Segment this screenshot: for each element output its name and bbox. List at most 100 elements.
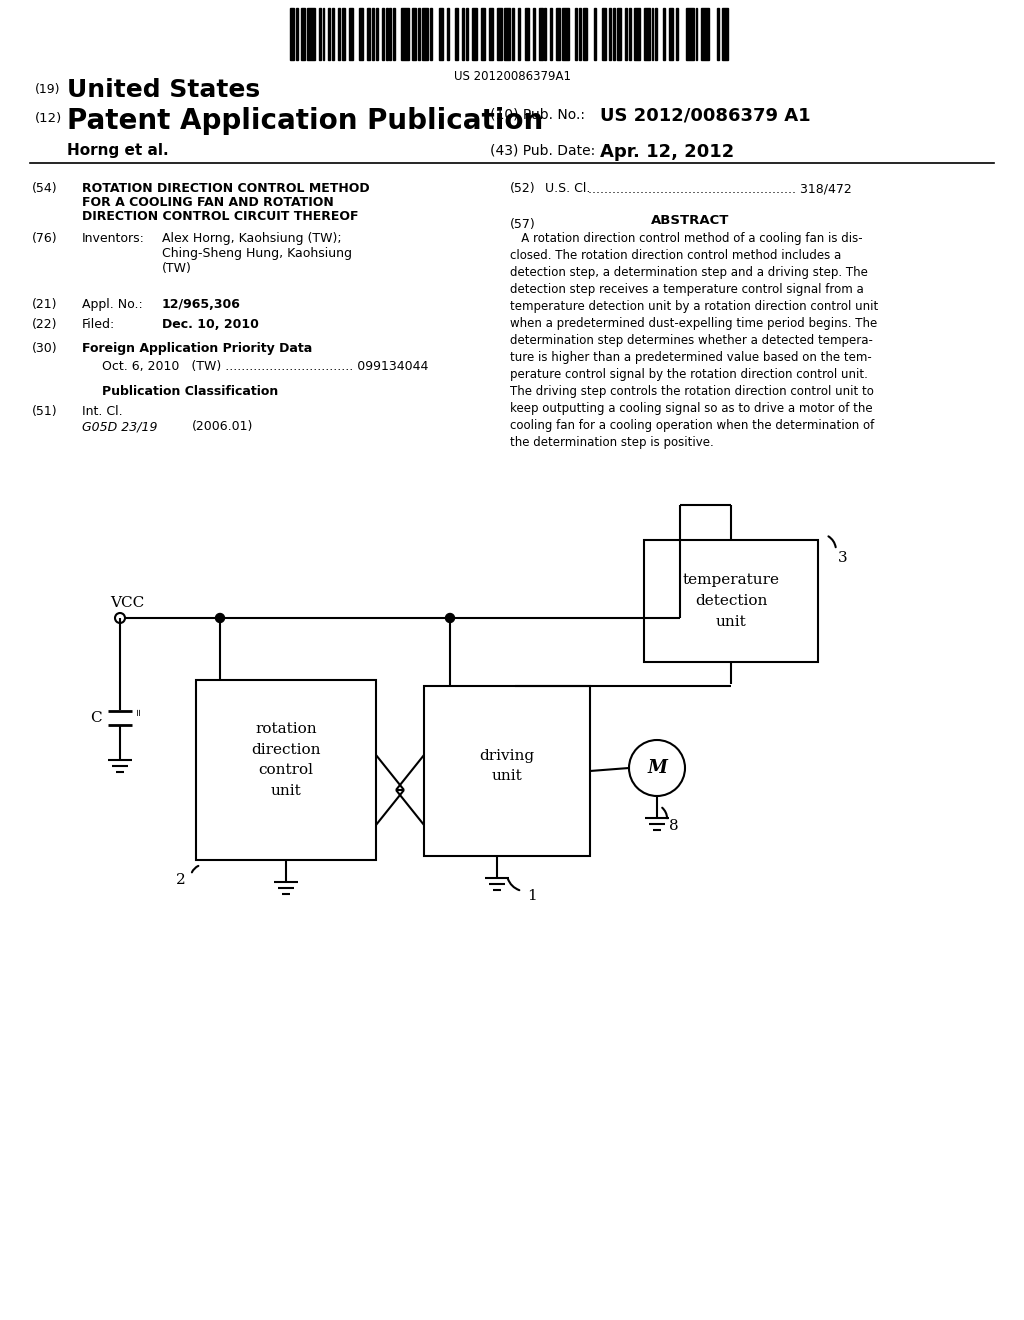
Bar	[307, 8, 314, 59]
Text: (52): (52)	[510, 182, 536, 195]
Text: (54): (54)	[32, 182, 57, 195]
Bar	[594, 8, 596, 59]
Text: United States: United States	[67, 78, 260, 102]
Circle shape	[445, 614, 455, 623]
Bar	[629, 8, 631, 59]
Bar	[301, 8, 305, 59]
Text: A rotation direction control method of a cooling fan is dis-
closed. The rotatio: A rotation direction control method of a…	[510, 232, 879, 449]
Bar	[329, 8, 330, 59]
Bar	[613, 8, 615, 59]
Text: U.S. Cl.: U.S. Cl.	[545, 182, 591, 195]
Bar	[525, 8, 529, 59]
Bar	[439, 8, 443, 59]
Bar	[644, 540, 818, 663]
Bar	[575, 8, 577, 59]
Bar	[655, 8, 657, 59]
Text: VCC: VCC	[110, 597, 144, 610]
Bar	[424, 686, 590, 855]
Text: (51): (51)	[32, 405, 57, 418]
Text: US 2012/0086379 A1: US 2012/0086379 A1	[600, 107, 811, 125]
Bar	[466, 8, 468, 59]
Bar	[401, 8, 409, 59]
Text: US 20120086379A1: US 20120086379A1	[454, 70, 570, 83]
Text: driving
unit: driving unit	[479, 748, 535, 783]
Bar	[472, 8, 477, 59]
Text: Ching-Sheng Hung, Kaohsiung: Ching-Sheng Hung, Kaohsiung	[162, 247, 352, 260]
Bar	[418, 8, 420, 59]
Bar	[393, 8, 395, 59]
Circle shape	[215, 614, 224, 623]
Bar	[669, 8, 673, 59]
Text: Filed:: Filed:	[82, 318, 116, 331]
Bar	[701, 8, 709, 59]
Bar	[455, 8, 459, 59]
Bar	[609, 8, 611, 59]
Text: (30): (30)	[32, 342, 57, 355]
Text: Oct. 6, 2010   (TW) ................................ 099134044: Oct. 6, 2010 (TW) ......................…	[102, 360, 428, 374]
Text: (12): (12)	[35, 112, 62, 125]
Bar	[488, 8, 493, 59]
Bar	[625, 8, 627, 59]
Text: Publication Classification: Publication Classification	[102, 385, 279, 399]
Text: G05D 23/19: G05D 23/19	[82, 420, 158, 433]
Bar	[556, 8, 560, 59]
Bar	[422, 8, 428, 59]
Bar	[722, 8, 728, 59]
Bar	[413, 8, 417, 59]
Text: (43) Pub. Date:: (43) Pub. Date:	[490, 143, 595, 157]
Text: (2006.01): (2006.01)	[193, 420, 253, 433]
Bar	[386, 8, 387, 59]
Text: Appl. No.:: Appl. No.:	[82, 298, 142, 312]
Text: rotation
direction
control
unit: rotation direction control unit	[251, 722, 321, 797]
Bar	[382, 8, 384, 59]
Bar	[561, 8, 569, 59]
Bar	[462, 8, 464, 59]
Bar	[518, 8, 519, 59]
Text: Apr. 12, 2012: Apr. 12, 2012	[600, 143, 734, 161]
Text: (10) Pub. No.:: (10) Pub. No.:	[490, 107, 585, 121]
Bar	[367, 8, 371, 59]
Text: Patent Application Publication: Patent Application Publication	[67, 107, 544, 135]
Text: ROTATION DIRECTION CONTROL METHOD: ROTATION DIRECTION CONTROL METHOD	[82, 182, 370, 195]
Bar	[290, 8, 294, 59]
Bar	[446, 8, 449, 59]
Bar	[349, 8, 353, 59]
Text: (TW): (TW)	[162, 261, 191, 275]
Bar	[323, 8, 325, 59]
Bar	[602, 8, 605, 59]
Text: (76): (76)	[32, 232, 57, 246]
Bar	[430, 8, 431, 59]
Text: 12/965,306: 12/965,306	[162, 298, 241, 312]
Bar	[376, 8, 378, 59]
Bar	[717, 8, 719, 59]
Text: (19): (19)	[35, 83, 60, 96]
Text: C: C	[90, 711, 102, 725]
Bar	[664, 8, 665, 59]
Bar	[677, 8, 678, 59]
Text: .................................................... 318/472: ........................................…	[588, 182, 852, 195]
Bar	[532, 8, 535, 59]
Bar	[338, 8, 340, 59]
Text: Dec. 10, 2010: Dec. 10, 2010	[162, 318, 259, 331]
Text: ABSTRACT: ABSTRACT	[651, 214, 729, 227]
Bar	[318, 8, 321, 59]
Bar	[545, 8, 547, 59]
Bar	[497, 8, 503, 59]
Text: DIRECTION CONTROL CIRCUIT THEREOF: DIRECTION CONTROL CIRCUIT THEREOF	[82, 210, 358, 223]
Bar	[695, 8, 697, 59]
Text: 2: 2	[176, 873, 186, 887]
Text: (57): (57)	[510, 218, 536, 231]
Text: 3: 3	[838, 550, 848, 565]
Bar	[644, 8, 649, 59]
Text: (22): (22)	[32, 318, 57, 331]
Text: Horng et al.: Horng et al.	[67, 143, 169, 158]
Text: 8: 8	[669, 818, 679, 833]
Text: Alex Horng, Kaohsiung (TW);: Alex Horng, Kaohsiung (TW);	[162, 232, 342, 246]
Bar	[504, 8, 510, 59]
Bar	[583, 8, 587, 59]
Bar	[634, 8, 640, 59]
Bar	[373, 8, 374, 59]
Bar	[686, 8, 693, 59]
Bar	[512, 8, 514, 59]
Bar	[579, 8, 581, 59]
